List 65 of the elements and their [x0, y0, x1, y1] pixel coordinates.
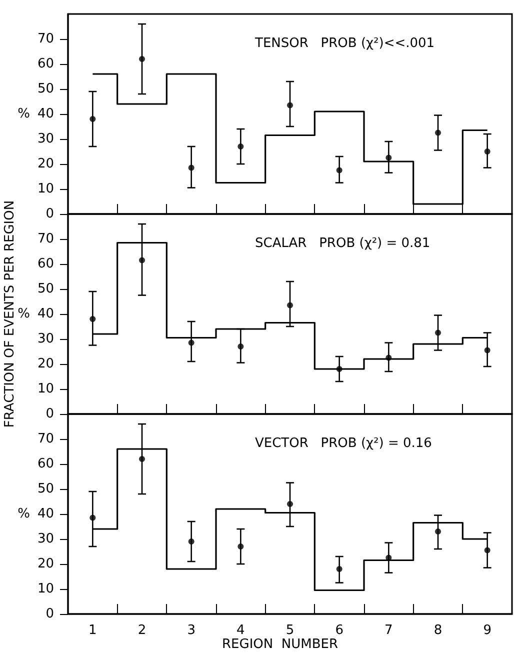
x-tick-label: 4 [236, 623, 245, 638]
point [386, 154, 392, 161]
point [139, 257, 145, 264]
point [188, 538, 194, 544]
point [336, 167, 342, 174]
y-tick-label: 70 [37, 32, 54, 46]
x-tick-label: 8 [434, 623, 442, 638]
point [435, 330, 441, 336]
y-tick-label: 10 [37, 182, 54, 196]
point [90, 514, 96, 521]
y-tick-label: 30 [37, 132, 54, 146]
point [287, 302, 293, 308]
y-tick-label: 0 [46, 406, 54, 422]
point [287, 501, 293, 507]
y-tick-label: 10 [37, 382, 54, 396]
point [336, 566, 342, 572]
point [188, 340, 194, 346]
y-tick-label: 30 [37, 332, 54, 346]
text: VECTOR PROB (χ²) = 0.16 [255, 436, 432, 451]
y-tick-label: 40 [37, 506, 54, 522]
point [484, 347, 490, 354]
x-tick-label: 3 [187, 623, 196, 638]
point [139, 56, 145, 62]
point [435, 528, 441, 534]
y-tick-label: 50 [37, 282, 54, 296]
y-tick-label: 20 [37, 356, 54, 372]
point [287, 102, 293, 108]
y-tick-label: 10 [37, 582, 54, 596]
text: FRACTION OF EVENTS PER REGION [2, 200, 18, 428]
x-axis-title: REGION NUMBER [222, 636, 338, 652]
point [238, 144, 244, 150]
y-axis-title: % [18, 106, 30, 122]
x-tick-label: 1 [88, 623, 97, 638]
y-tick-label: 30 [37, 532, 54, 546]
x-tick-label: 9 [483, 623, 492, 638]
x-tick-label: 5 [286, 623, 294, 638]
point [238, 344, 244, 350]
y-tick-label: 20 [37, 556, 54, 572]
point [484, 148, 490, 154]
y-tick-label: 60 [37, 56, 54, 72]
text: SCALAR PROB (χ²) = 0.81 [255, 236, 430, 251]
point [90, 116, 96, 122]
y-tick-label: 60 [37, 456, 54, 472]
point [435, 130, 441, 136]
point [188, 164, 194, 171]
y-tick-label: 40 [37, 306, 54, 322]
x-tick-label: 2 [138, 623, 146, 638]
y-tick-label: 40 [37, 106, 54, 122]
y-tick-label: 50 [37, 82, 54, 96]
y-axis-title: % [18, 506, 30, 522]
point [90, 316, 96, 322]
point [139, 456, 145, 462]
y-axis-title: % [18, 306, 30, 322]
y-tick-label: 50 [37, 482, 54, 496]
y-tick-label: 60 [37, 256, 54, 272]
x-tick-label: 6 [335, 623, 344, 638]
y-tick-label: 20 [37, 156, 54, 172]
x-tick-label: 7 [384, 623, 393, 638]
y-tick-label: 70 [37, 432, 54, 446]
point [484, 547, 490, 554]
y-tick-label: 0 [46, 606, 54, 622]
point [238, 544, 244, 550]
text: TENSOR PROB (χ²)<<.001 [254, 36, 435, 51]
y-tick-label: 0 [46, 206, 54, 222]
y-tick-label: 70 [37, 232, 54, 246]
